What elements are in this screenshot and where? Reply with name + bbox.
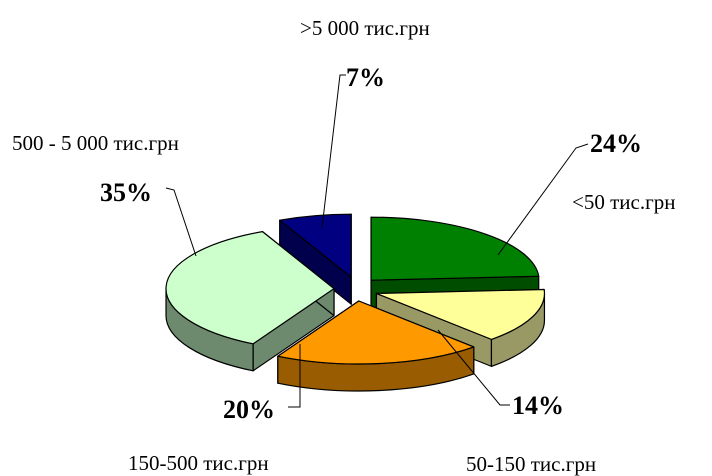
- value-label-4: 7%: [346, 63, 385, 92]
- value-label-1: 14%: [512, 391, 564, 420]
- leader-line-3: [165, 187, 197, 257]
- category-label-2: 150-500 тис.грн: [128, 451, 269, 475]
- leader-line-4: [321, 74, 346, 229]
- category-label-0: <50 тис.грн: [572, 190, 675, 214]
- leader-line-1: [437, 329, 510, 406]
- pie-slices: [165, 213, 546, 392]
- slice-0-top: [370, 216, 540, 281]
- value-label-3: 35%: [100, 178, 152, 207]
- pie-slice-4: [279, 213, 352, 305]
- leader-line-0: [497, 143, 589, 256]
- pie-slice-3: [165, 231, 335, 372]
- slice-3-top: [165, 231, 335, 345]
- category-label-4: >5 000 тис.грн: [300, 16, 430, 40]
- pie-slice-2: [277, 300, 475, 392]
- category-label-1: 50-150 тис.грн: [466, 452, 596, 476]
- slice-1-top: [375, 288, 546, 340]
- value-label-0: 24%: [590, 129, 642, 158]
- value-label-2: 20%: [223, 395, 275, 424]
- slice-4-top: [279, 213, 352, 278]
- leader-line-2: [288, 344, 301, 408]
- leader-lines: [165, 74, 589, 408]
- slice-2-top: [277, 300, 475, 365]
- category-label-3: 500 - 5 000 тис.грн: [12, 131, 179, 155]
